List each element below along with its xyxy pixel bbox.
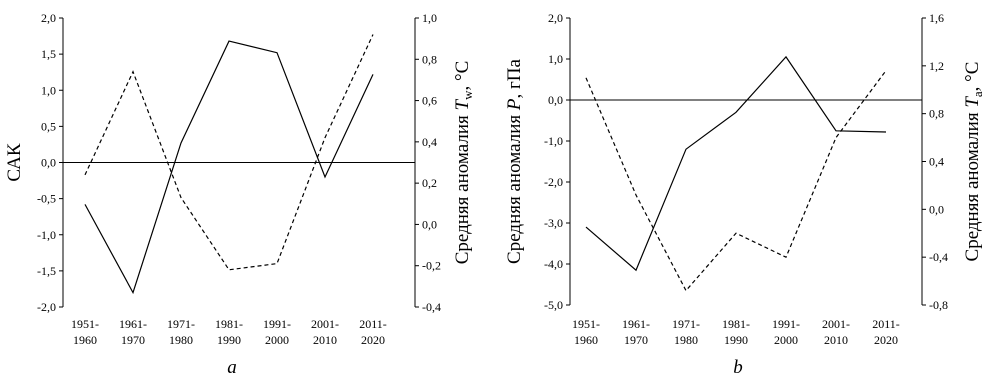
left-tick-label: 1,0 xyxy=(548,52,563,66)
right-tick-label: -0,8 xyxy=(929,298,948,312)
chart-panel-a: 2,0 1,5 1,0 0,5 0,0 -0,5 -1,0 -1,5 -2,0 1,0 0,8 0,6… xyxy=(4,11,475,378)
left-tick-label: -1,5 xyxy=(37,264,56,278)
x-tick-label: 1951- xyxy=(572,317,600,331)
right-axis-title: Средняя аномалия Ta, °C xyxy=(962,62,985,262)
panel-label: b xyxy=(733,357,743,378)
left-tick-label: 0,5 xyxy=(41,119,56,133)
series-line-solid xyxy=(585,55,887,272)
x-tick-label: 2001- xyxy=(822,317,850,331)
left-tick-label: 2,0 xyxy=(548,11,563,25)
right-tick-label: 0,4 xyxy=(929,155,944,169)
x-tick-label: 2000 xyxy=(265,333,289,347)
right-tick-label: -0,2 xyxy=(422,259,441,273)
right-axis-title: Средняя аномалия Tw, °C xyxy=(452,61,475,265)
right-tick-label: 1,2 xyxy=(929,59,944,73)
x-tick-label: 2011- xyxy=(359,317,387,331)
x-tick-label: 1970 xyxy=(624,333,648,347)
x-tick-label: 2010 xyxy=(313,333,337,347)
x-tick-label: 1970 xyxy=(121,333,145,347)
left-tick-label: -2,0 xyxy=(544,175,563,189)
series-line-dashed xyxy=(84,34,374,271)
left-axis-title: САК xyxy=(4,143,25,181)
right-tick-label: -0,4 xyxy=(422,300,441,314)
right-tick-label: 0,8 xyxy=(422,52,437,66)
left-tick-label: -5,0 xyxy=(544,298,563,312)
x-tick-label: 1980 xyxy=(674,333,698,347)
chart-panel-b: 2,0 1,0 0,0 -1,0 -2,0 -3,0 -4,0 -5,0 1,6 1,2 0,8 0,… xyxy=(504,11,985,378)
left-tick-label: 0,0 xyxy=(548,93,563,107)
left-tick-label: 0,0 xyxy=(41,156,56,170)
x-tick-label: 1981- xyxy=(722,317,750,331)
x-tick-label: 1961- xyxy=(622,317,650,331)
right-tick-label: 0,4 xyxy=(422,135,437,149)
left-tick-label: -4,0 xyxy=(544,257,563,271)
left-tick-label: 1,5 xyxy=(41,47,56,61)
panel-label: a xyxy=(227,357,237,378)
right-tick-label: -0,4 xyxy=(929,250,948,264)
right-tick-label: 1,6 xyxy=(929,11,944,25)
x-tick-label: 1990 xyxy=(217,333,241,347)
x-tick-label: 2010 xyxy=(824,333,848,347)
right-tick-label: 0,6 xyxy=(422,94,437,108)
x-tick-label: 1961- xyxy=(119,317,147,331)
x-tick-label: 2020 xyxy=(874,333,898,347)
x-tick-label: 1960 xyxy=(574,333,598,347)
left-tick-label: 1,0 xyxy=(41,83,56,97)
left-tick-label: -0,5 xyxy=(37,192,56,206)
left-tick-label: -1,0 xyxy=(37,228,56,242)
x-tick-label: 2000 xyxy=(774,333,798,347)
left-tick-label: 2,0 xyxy=(41,11,56,25)
left-tick-label: -1,0 xyxy=(544,134,563,148)
x-tick-label: 1991- xyxy=(263,317,291,331)
left-tick-label: -3,0 xyxy=(544,216,563,230)
x-tick-label: 1971- xyxy=(167,317,195,331)
x-tick-label: 2011- xyxy=(872,317,900,331)
x-tick-label: 1971- xyxy=(672,317,700,331)
x-tick-label: 1981- xyxy=(215,317,243,331)
right-tick-label: 1,0 xyxy=(422,11,437,25)
x-tick-label: 1960 xyxy=(73,333,97,347)
x-tick-label: 2020 xyxy=(361,333,385,347)
right-tick-label: 0,0 xyxy=(929,202,944,216)
series-line-dashed xyxy=(585,70,887,292)
right-tick-label: 0,0 xyxy=(422,217,437,231)
x-tick-label: 1991- xyxy=(772,317,800,331)
x-tick-label: 1980 xyxy=(169,333,193,347)
left-tick-label: -2,0 xyxy=(37,300,56,314)
right-tick-label: 0,8 xyxy=(929,107,944,121)
x-tick-label: 1990 xyxy=(724,333,748,347)
left-axis-title: Средняя аномалия P, гПа xyxy=(504,59,525,264)
series-line-solid xyxy=(84,40,374,295)
right-tick-label: 0,2 xyxy=(422,176,437,190)
x-tick-label: 2001- xyxy=(311,317,339,331)
x-tick-label: 1951- xyxy=(71,317,99,331)
